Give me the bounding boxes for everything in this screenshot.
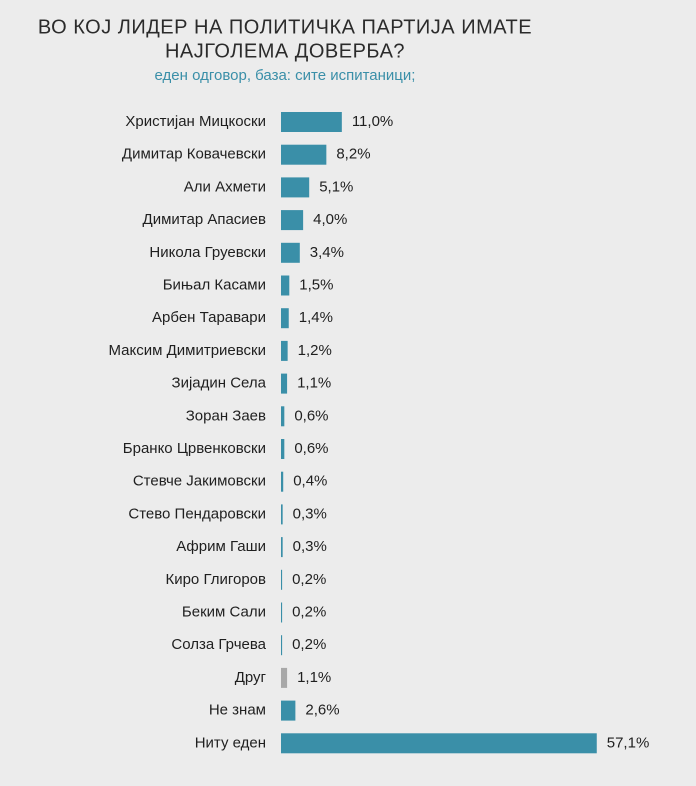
value-label: 5,1% <box>319 178 353 195</box>
category-label: Стевче Јакимовски <box>133 473 266 490</box>
chart-title: НАЈГОЛЕМА ДОВЕРБА? <box>165 40 405 62</box>
value-label: 0,2% <box>292 571 326 588</box>
value-label: 0,2% <box>292 603 326 620</box>
category-label: Никола Груевски <box>149 244 266 261</box>
value-label: 0,6% <box>294 407 328 424</box>
bar <box>281 210 304 231</box>
value-label: 0,4% <box>293 473 327 490</box>
value-label: 3,4% <box>310 244 344 261</box>
value-label: 57,1% <box>607 734 650 751</box>
value-label: 0,3% <box>293 505 327 522</box>
value-label: 4,0% <box>313 211 347 228</box>
bar <box>281 504 283 525</box>
value-label: 0,3% <box>293 538 327 555</box>
bar <box>281 439 285 459</box>
bar <box>281 144 327 165</box>
chart-subtitle: еден одговор, база: сите испитаници; <box>155 67 416 84</box>
value-label: 0,2% <box>292 636 326 653</box>
category-label: Друг <box>235 669 267 686</box>
category-label: Димитар Апасиев <box>143 211 266 228</box>
bar <box>281 635 283 656</box>
category-label: Димитар Ковачевски <box>122 146 266 163</box>
value-label: 1,1% <box>297 375 331 392</box>
category-label: Бранко Црвенковски <box>123 440 266 457</box>
value-label: 0,6% <box>294 440 328 457</box>
bar <box>281 112 342 132</box>
bar <box>281 340 288 361</box>
bar <box>281 275 290 296</box>
value-label: 1,2% <box>298 342 332 359</box>
value-label: 11,0% <box>352 113 393 130</box>
value-label: 1,4% <box>299 309 333 326</box>
category-label: Зоран Заев <box>186 407 266 424</box>
category-label: Ниту еден <box>195 734 266 751</box>
bar <box>281 406 285 427</box>
category-label: Африм Гаши <box>176 538 266 555</box>
category-label: Арбен Таравари <box>152 309 266 326</box>
value-label: 2,6% <box>305 702 339 719</box>
value-label: 1,5% <box>299 276 333 293</box>
bar <box>281 700 296 721</box>
bar <box>281 242 300 263</box>
category-label: Стево Пендаровски <box>128 505 266 522</box>
value-label: 1,1% <box>297 669 331 686</box>
category-label: Али Ахмети <box>184 178 266 195</box>
category-label: Не знам <box>209 702 266 719</box>
value-label: 8,2% <box>336 146 370 163</box>
bar <box>281 569 283 590</box>
category-label: Максим Димитриевски <box>109 342 267 359</box>
category-label: Бињал Касами <box>163 276 266 293</box>
bar <box>281 471 284 492</box>
category-label: Солза Грчева <box>171 636 266 653</box>
bar <box>281 537 283 558</box>
bar <box>281 373 288 394</box>
category-label: Беким Сали <box>182 603 266 620</box>
category-label: Киро Глигоров <box>165 571 266 588</box>
bar <box>281 177 310 198</box>
chart-title: ВО КОЈ ЛИДЕР НА ПОЛИТИЧКА ПАРТИЈА ИМАТЕ <box>38 16 532 38</box>
category-label: Зијадин Села <box>172 375 267 392</box>
bar <box>281 308 289 329</box>
bar <box>281 733 597 754</box>
bar <box>281 667 288 688</box>
category-label: Христијан Мицкоски <box>125 113 266 130</box>
bar <box>281 602 283 623</box>
